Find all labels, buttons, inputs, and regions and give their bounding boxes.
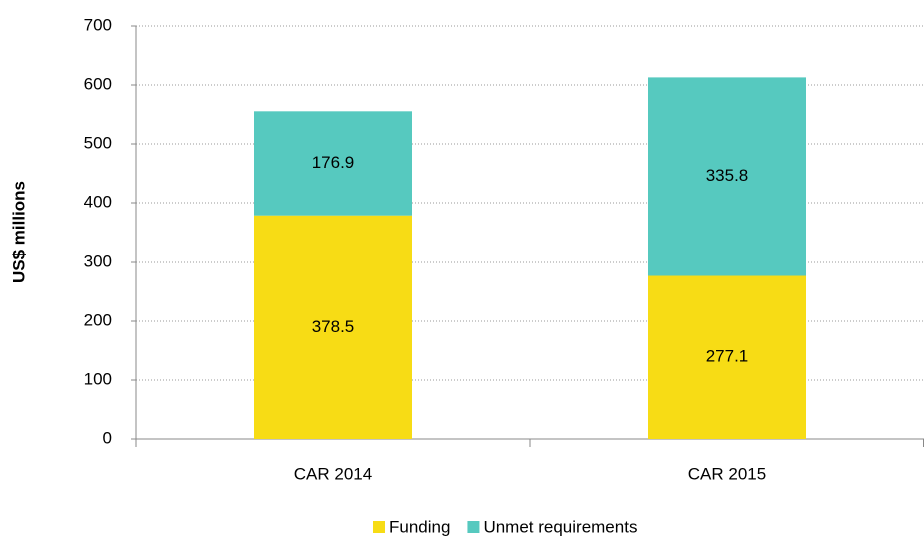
bar-segment	[648, 77, 806, 276]
bar-segment	[254, 111, 412, 216]
value-label: 378.5	[312, 317, 355, 336]
x-tick-label: CAR 2014	[294, 464, 372, 483]
y-tick-label: 700	[84, 15, 112, 34]
y-axis-label: US$ millions	[9, 181, 28, 283]
y-tick-label: 300	[84, 251, 112, 270]
legend-label: Funding	[389, 517, 450, 536]
y-tick-label: 400	[84, 192, 112, 211]
value-label: 335.8	[706, 166, 749, 185]
bar-segment	[648, 275, 806, 439]
y-tick-label: 200	[84, 310, 112, 329]
value-label: 176.9	[312, 153, 355, 172]
legend-swatch	[467, 521, 480, 533]
legend-label: Unmet requirements	[483, 517, 637, 536]
bar-segment	[254, 215, 412, 439]
y-tick-label: 100	[84, 369, 112, 388]
y-tick-label: 600	[84, 74, 112, 93]
legend-swatch	[373, 521, 385, 533]
y-tick-label: 0	[103, 428, 112, 447]
y-tick-label: 500	[84, 133, 112, 152]
value-label: 277.1	[706, 347, 749, 366]
x-tick-label: CAR 2015	[688, 464, 766, 483]
